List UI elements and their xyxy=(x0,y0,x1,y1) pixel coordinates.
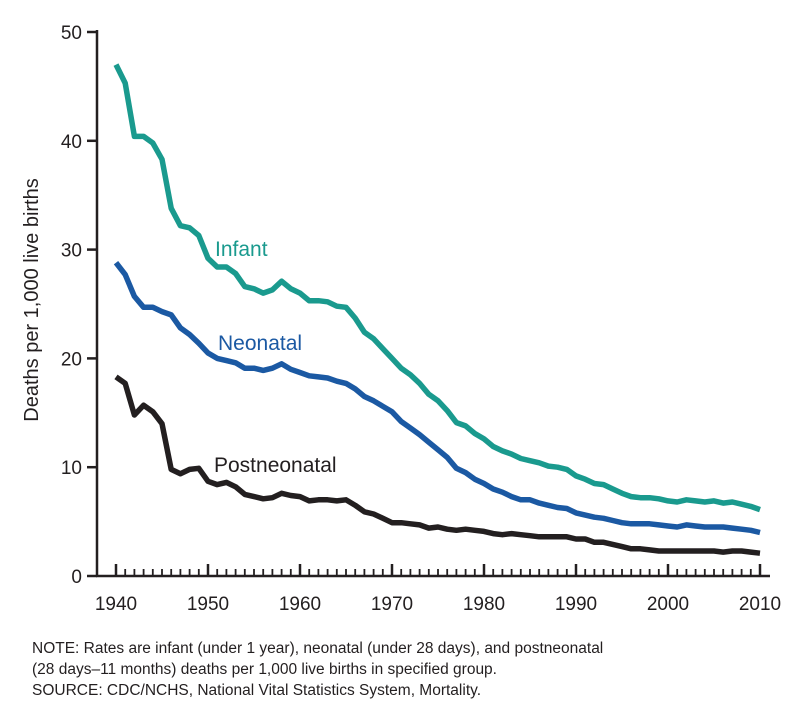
x-tick-label-2010: 2010 xyxy=(739,594,781,615)
series-label-infant: Infant xyxy=(215,238,268,261)
series-line-postneonatal xyxy=(114,374,761,556)
x-tick-label-1990: 1990 xyxy=(555,594,597,615)
y-tick-label-0: 0 xyxy=(71,567,82,588)
y-tick-label-50: 50 xyxy=(61,23,82,44)
x-tick-label-1940: 1940 xyxy=(95,594,137,615)
x-tick-label-1980: 1980 xyxy=(463,594,505,615)
ticks: 0 10 20 30 40 50 1940 1950 1960 1970 1980 1990 2000 2… xyxy=(61,23,781,615)
y-axis-title: Deaths per 1,000 live births xyxy=(21,178,43,421)
note-line-1: NOTE: Rates are infant (under 1 year), n… xyxy=(32,640,604,657)
line-chart: 0 10 20 30 40 50 1940 1950 1960 1970 1980 1990 2000 2… xyxy=(21,23,781,615)
x-tick-label-2000: 2000 xyxy=(647,594,689,615)
series-label-postneonatal: Postneonatal xyxy=(214,454,337,477)
source-line: SOURCE: CDC/NCHS, National Vital Statist… xyxy=(32,682,482,699)
y-tick-label-40: 40 xyxy=(61,132,82,153)
x-tick-label-1970: 1970 xyxy=(371,594,413,615)
y-tick-label-20: 20 xyxy=(61,349,82,370)
x-tick-label-1950: 1950 xyxy=(187,594,229,615)
y-tick-label-30: 30 xyxy=(61,241,82,262)
x-tick-label-1960: 1960 xyxy=(279,594,321,615)
series-line-infant xyxy=(113,63,761,513)
footnote: NOTE: Rates are infant (under 1 year), n… xyxy=(32,638,792,701)
series-line-neonatal xyxy=(113,261,761,536)
axes xyxy=(95,30,770,578)
series-lines xyxy=(113,63,761,556)
series-label-neonatal: Neonatal xyxy=(218,332,302,355)
y-tick-label-10: 10 xyxy=(61,458,82,479)
note-line-2: (28 days–11 months) deaths per 1,000 liv… xyxy=(32,661,497,678)
